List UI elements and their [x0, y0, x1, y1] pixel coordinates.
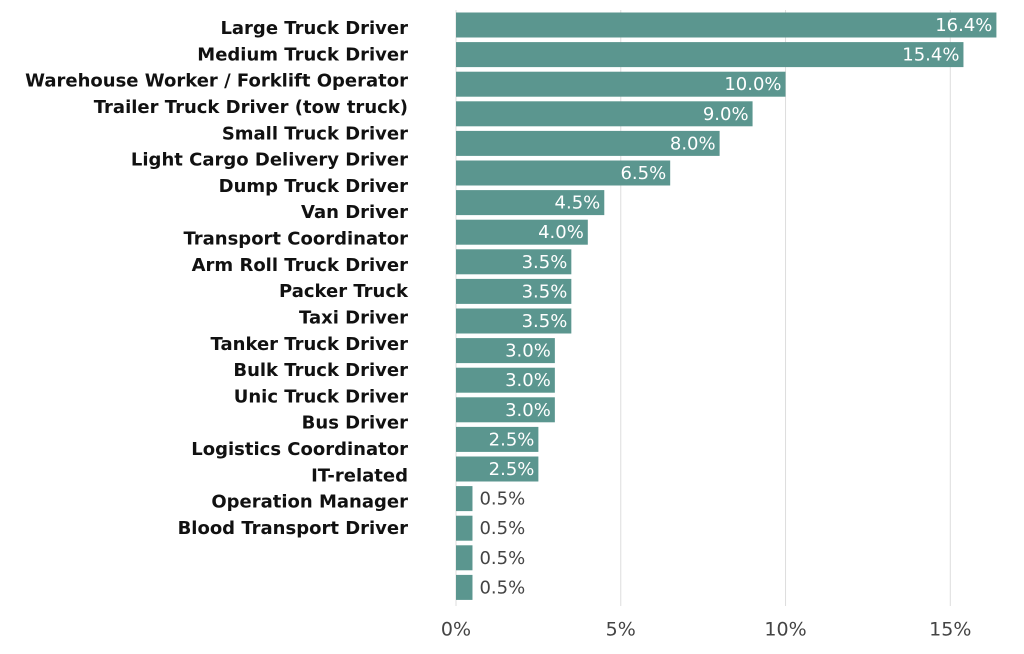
- value-label: 2.5%: [489, 429, 535, 450]
- bar: [456, 278, 572, 304]
- value-label: 3.0%: [505, 341, 551, 362]
- bar: [456, 190, 605, 216]
- category-label: Large Truck Driver: [220, 18, 408, 39]
- value-label: 9.0%: [703, 104, 749, 125]
- category-label: Logistics Coordinator: [191, 439, 408, 460]
- value-label: 0.5%: [479, 577, 525, 598]
- value-label: 3.0%: [505, 370, 551, 391]
- value-label: 3.5%: [522, 252, 568, 273]
- bar: [456, 101, 753, 127]
- category-label: Dump Truck Driver: [219, 176, 408, 197]
- x-tick-label: 15%: [929, 619, 971, 641]
- bar: [456, 249, 572, 275]
- bar: [456, 219, 588, 245]
- bar: [456, 574, 473, 600]
- category-label: Tanker Truck Driver: [211, 334, 409, 355]
- category-label: IT-related: [311, 465, 408, 486]
- bar: [456, 12, 997, 38]
- value-label: 8.0%: [670, 133, 716, 154]
- bar: [456, 426, 539, 452]
- value-label: 0.5%: [479, 548, 525, 569]
- category-label: Taxi Driver: [299, 307, 408, 328]
- category-label: Arm Roll Truck Driver: [192, 255, 408, 276]
- bar: [456, 456, 539, 482]
- category-label: Light Cargo Delivery Driver: [131, 150, 408, 171]
- value-label: 10.0%: [724, 74, 781, 95]
- category-label: Blood Transport Driver: [178, 518, 409, 539]
- value-label: 4.5%: [555, 193, 601, 214]
- bar: [456, 515, 473, 541]
- bar: [456, 397, 555, 423]
- value-label: 2.5%: [489, 459, 535, 480]
- category-label: Warehouse Worker / Forklift Operator: [25, 71, 408, 92]
- category-label: Trailer Truck Driver (tow truck): [94, 97, 408, 118]
- bar: [456, 367, 555, 393]
- bar: [456, 338, 555, 364]
- category-label: Unic Truck Driver: [234, 386, 408, 407]
- value-label: 15.4%: [902, 45, 959, 66]
- x-tick-label: 10%: [764, 619, 806, 641]
- value-label: 4.0%: [538, 222, 584, 243]
- category-label: Bulk Truck Driver: [233, 360, 408, 381]
- category-label: Van Driver: [301, 202, 408, 223]
- category-label: Medium Truck Driver: [197, 44, 408, 65]
- category-label: Bus Driver: [302, 413, 408, 434]
- value-label: 3.5%: [522, 281, 568, 302]
- x-tick-label: 5%: [606, 619, 636, 641]
- category-label: Operation Manager: [211, 492, 408, 513]
- bar: [456, 130, 720, 156]
- x-tick-label: 0%: [441, 619, 471, 641]
- value-label: 0.5%: [479, 518, 525, 539]
- category-label: Small Truck Driver: [222, 123, 408, 144]
- bar: [456, 486, 473, 512]
- value-label: 3.0%: [505, 400, 551, 421]
- category-label: Packer Truck: [279, 281, 409, 302]
- value-label: 3.5%: [522, 311, 568, 332]
- bar: [456, 71, 786, 97]
- value-label: 6.5%: [620, 163, 666, 184]
- value-label: 16.4%: [935, 15, 992, 36]
- category-label: Transport Coordinator: [183, 229, 408, 250]
- bar: [456, 308, 572, 334]
- value-label: 0.5%: [479, 489, 525, 510]
- bar: [456, 545, 473, 571]
- bar: [456, 42, 964, 68]
- bar: [456, 160, 671, 186]
